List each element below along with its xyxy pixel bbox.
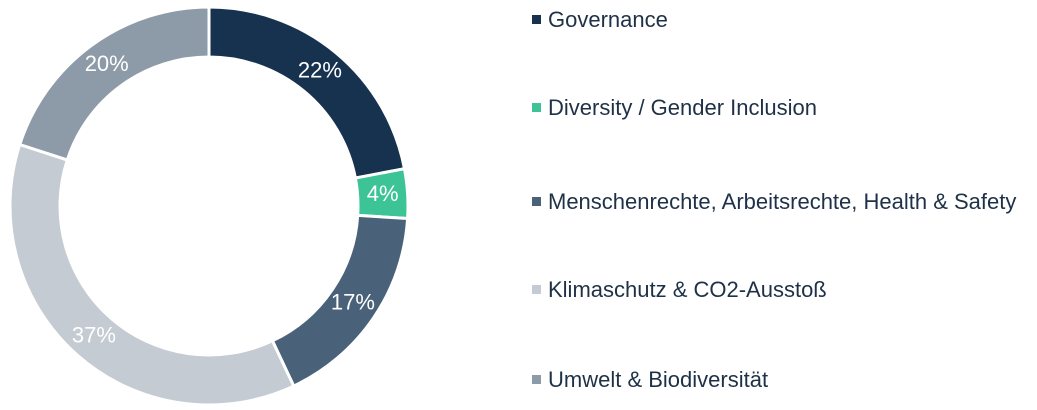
data-label: 4%	[367, 181, 399, 206]
data-label: 22%	[298, 58, 342, 83]
legend-label: Governance	[548, 7, 668, 32]
donut-segment	[8, 142, 296, 407]
legend-swatch	[532, 15, 541, 24]
donut: 22% 4% 17% 37% 20%	[8, 5, 410, 407]
data-label: 20%	[85, 51, 129, 76]
legend-item: Governance	[532, 6, 1032, 33]
legend-item: Menschenrechte, Arbeitsrechte, Health & …	[532, 188, 1032, 215]
data-label: 37%	[72, 322, 116, 347]
legend-swatch	[532, 375, 541, 384]
legend-swatch	[532, 285, 541, 294]
legend-swatch	[532, 103, 541, 112]
legend-item: Klimaschutz & CO2-Ausstoß	[532, 276, 1032, 303]
donut-segment	[207, 5, 407, 180]
legend-label: Klimaschutz & CO2-Ausstoß	[548, 277, 827, 302]
legend-item: Diversity / Gender Inclusion	[532, 94, 1032, 121]
legend-swatch	[532, 197, 541, 206]
legend-item: Umwelt & Biodiversität	[532, 366, 1032, 393]
legend-label: Umwelt & Biodiversität	[548, 367, 769, 392]
legend-label: Menschenrechte, Arbeitsrechte, Health & …	[548, 189, 1017, 214]
data-label: 17%	[331, 290, 375, 315]
legend-label: Diversity / Gender Inclusion	[548, 95, 817, 120]
donut-segment	[17, 5, 211, 162]
